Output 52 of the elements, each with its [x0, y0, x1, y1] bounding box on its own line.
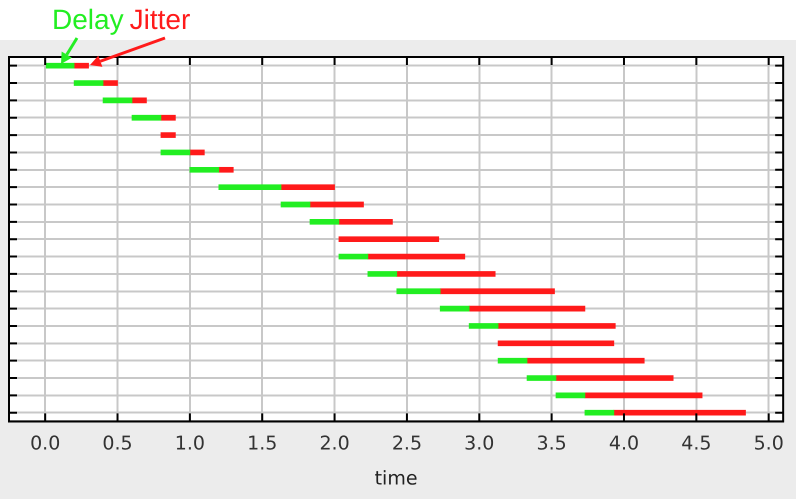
x-tick-label: 5.0 — [754, 432, 784, 455]
bar — [584, 410, 614, 416]
bar — [526, 375, 556, 381]
bar — [338, 236, 440, 242]
bar — [132, 114, 162, 121]
x-tick-label: 2.0 — [319, 432, 350, 455]
bar — [74, 80, 104, 86]
bar — [310, 219, 340, 225]
x-tick-label: 1.5 — [247, 432, 278, 455]
bar — [160, 132, 176, 138]
bar — [160, 150, 190, 156]
x-tick-label: 3.5 — [536, 432, 567, 455]
bar — [396, 288, 441, 294]
x-tick-label: 1.0 — [174, 432, 205, 455]
bar — [190, 150, 205, 156]
bar — [102, 98, 132, 104]
x-tick-label: 3.0 — [464, 432, 494, 455]
series-label: Delay — [52, 3, 124, 37]
x-tick-label: 4.0 — [608, 432, 640, 455]
bar — [190, 166, 220, 173]
x-axis-title: time — [374, 468, 418, 490]
bar — [614, 410, 746, 416]
bar — [468, 306, 586, 312]
bar — [556, 375, 674, 381]
bar — [310, 202, 364, 208]
bar — [498, 323, 616, 329]
bar — [46, 62, 74, 69]
bar — [218, 166, 234, 173]
bar — [368, 254, 466, 260]
x-tick-label: 4.5 — [681, 432, 712, 455]
x-tick-label: 2.5 — [392, 432, 422, 455]
bar — [338, 254, 368, 260]
bar — [338, 219, 393, 225]
bar — [498, 340, 614, 346]
bar — [584, 392, 702, 398]
bar — [498, 358, 528, 364]
x-tick-label: 0.5 — [102, 432, 133, 455]
bar — [132, 98, 147, 104]
bar — [218, 184, 282, 190]
bar — [556, 392, 586, 398]
x-tick-label: 0.0 — [30, 432, 60, 455]
series-label: Jitter — [130, 3, 190, 37]
bar — [396, 271, 496, 277]
bar — [280, 184, 335, 190]
bar — [160, 114, 176, 121]
bar — [440, 306, 470, 312]
bar — [280, 202, 310, 208]
bar — [468, 323, 498, 329]
bar — [368, 271, 398, 277]
bar — [102, 80, 118, 86]
bar — [526, 358, 645, 364]
bar — [440, 288, 555, 294]
